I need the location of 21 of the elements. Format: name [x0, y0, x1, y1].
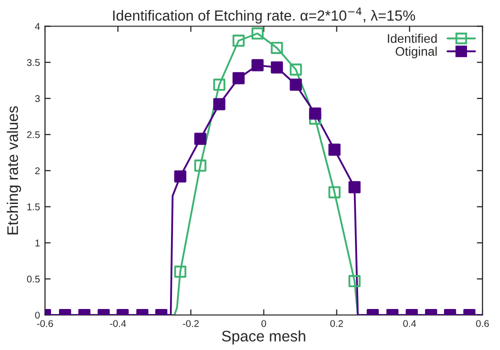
x-tick-label: 0.4	[403, 320, 416, 327]
y-axis-title: Etching rate values	[6, 106, 22, 234]
x-tick-label: 0.2	[330, 320, 343, 327]
x-tick-label: -0.4	[110, 320, 126, 327]
y-tick-label: 1.5	[27, 204, 40, 210]
legend-label: Otiginal	[396, 46, 437, 58]
y-tick-label: 2.5	[27, 131, 40, 138]
y-tick-label: 0	[35, 312, 40, 319]
legend-label: Identified	[388, 34, 437, 43]
x-tick-label: 0.6	[476, 320, 489, 327]
chart-title: Identification of Etching rate. α=2*10$^{−4}$, λ=15%	[113, 8, 416, 24]
x-tick-label: -0.6	[37, 320, 53, 327]
x-axis-title: Space mesh	[222, 330, 306, 345]
y-tick-label: 0.5	[27, 276, 40, 283]
y-tick-label: 2	[35, 167, 40, 174]
x-tick-label: 0	[261, 320, 266, 327]
y-tick-label: 1	[35, 240, 40, 246]
y-tick-label: 3.5	[26, 59, 40, 66]
y-tick-label: 3	[35, 95, 40, 102]
y-tick-label: 4	[34, 23, 40, 30]
x-tick-label: -0.2	[182, 320, 199, 327]
